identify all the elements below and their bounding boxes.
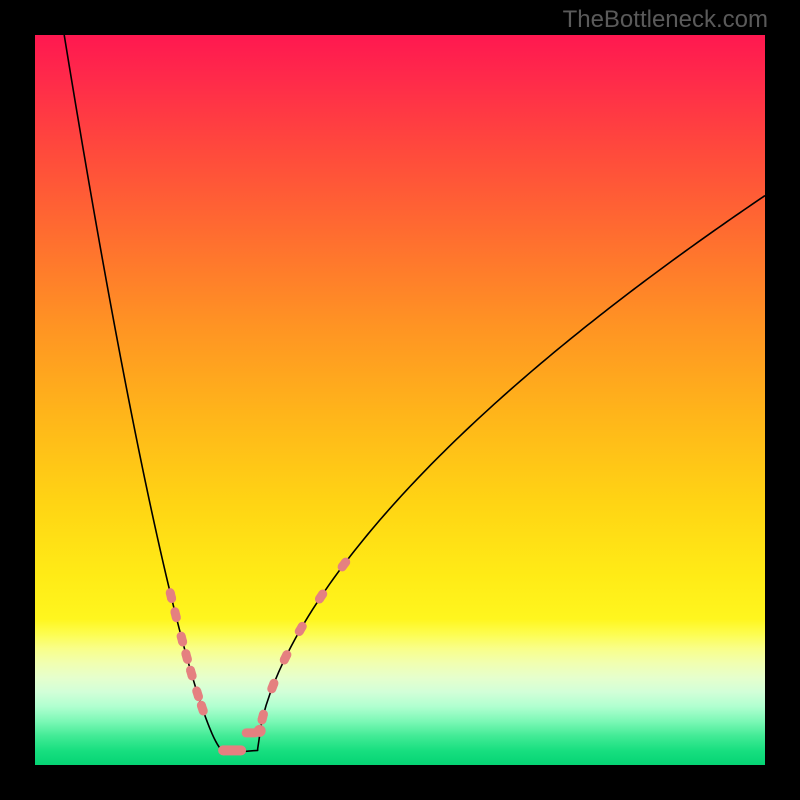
- watermark-text: TheBottleneck.com: [563, 6, 768, 34]
- plot-area: [35, 35, 765, 765]
- chart-stage: TheBottleneck.com: [0, 0, 800, 800]
- gradient-background: [35, 35, 765, 765]
- plot-svg: [35, 35, 765, 765]
- marker-trough: [218, 745, 246, 755]
